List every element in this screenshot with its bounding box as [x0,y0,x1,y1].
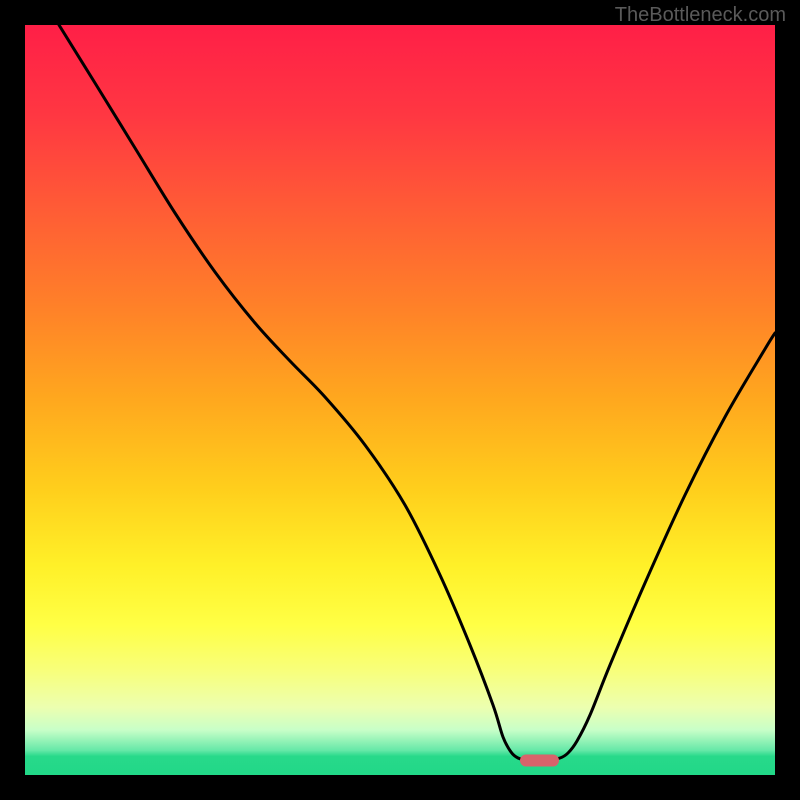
bottleneck-chart [25,25,775,775]
watermark-text: TheBottleneck.com [615,4,786,27]
chart-background [25,25,775,775]
optimal-marker [520,755,559,767]
chart-svg [25,25,775,775]
